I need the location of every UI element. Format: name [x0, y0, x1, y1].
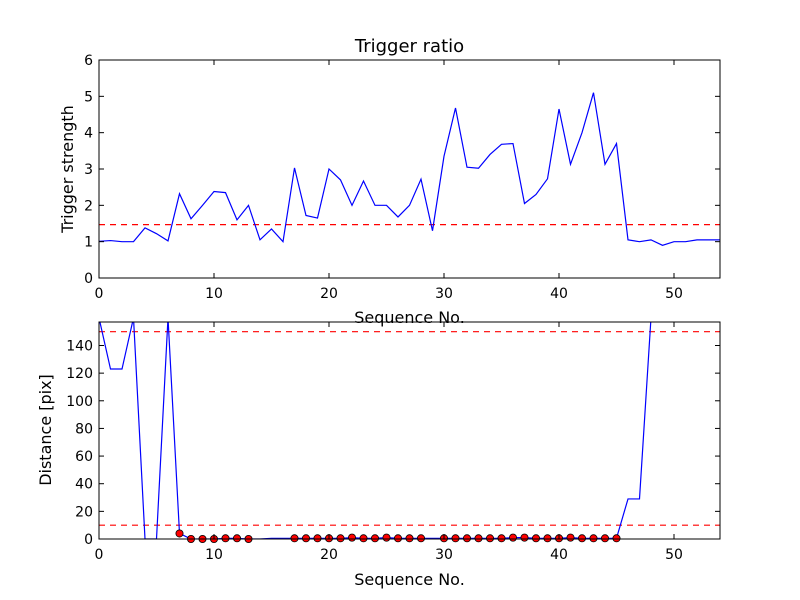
data-point-marker [474, 534, 483, 543]
x-tick-label: 30 [435, 286, 453, 302]
x-axis-label: Sequence No. [354, 570, 465, 589]
data-point-marker [347, 533, 356, 542]
y-tick-label: 5 [84, 89, 93, 105]
data-point-marker [232, 534, 241, 543]
x-tick-label: 0 [95, 286, 104, 302]
data-point-marker [313, 534, 322, 543]
x-tick-label: 50 [665, 286, 683, 302]
data-point-marker [589, 534, 598, 543]
x-tick-label: 10 [205, 286, 223, 302]
data-point-marker [520, 533, 529, 542]
y-tick-label: 40 [75, 477, 93, 493]
data-point-marker [301, 534, 310, 543]
axes-frame [98, 321, 721, 540]
y-tick-label: 3 [84, 162, 93, 178]
data-point-marker [336, 534, 345, 543]
data-point-marker [543, 534, 552, 543]
plot-marks [99, 322, 720, 544]
y-tick-label: 4 [84, 126, 93, 142]
x-tick-label: 20 [320, 286, 338, 302]
y-tick-label: 0 [84, 271, 93, 287]
axis-ticks: 0 10 20 30 40 50 0 1 2 3 4 5 6 [84, 53, 720, 302]
y-tick-label: 80 [75, 421, 93, 437]
x-tick-label: 40 [550, 286, 568, 302]
axis-ticks: 0 10 20 30 40 50 0 20 40 60 80 100 120 140 [66, 322, 720, 563]
axes-frame [98, 59, 721, 279]
x-tick-label: 10 [205, 547, 223, 563]
y-tick-label: 2 [84, 198, 93, 214]
y-tick-label: 6 [84, 53, 93, 69]
y-tick-label: 60 [75, 449, 93, 465]
x-tick-label: 20 [320, 547, 338, 563]
y-tick-label: 0 [84, 532, 93, 548]
y-tick-label: 140 [66, 338, 93, 354]
data-point-marker [566, 533, 575, 542]
y-tick-label: 100 [66, 394, 93, 410]
trigger-ratio-plot: Trigger ratio 0 10 20 30 40 50 0 1 2 3 4 5 6 Sequenc… [58, 36, 721, 327]
data-point-marker [578, 534, 587, 543]
distance-plot: 0 10 20 30 40 50 0 20 40 60 80 100 120 140 Sequence N… [36, 321, 721, 589]
data-point-marker [382, 533, 391, 542]
x-tick-label: 40 [550, 547, 568, 563]
series-line [99, 92, 720, 246]
x-tick-label: 50 [665, 547, 683, 563]
data-point-marker [612, 534, 621, 543]
y-axis-label: Distance [pix] [36, 374, 55, 486]
data-point-marker [290, 534, 299, 543]
data-point-marker [485, 534, 494, 543]
plot-marks [99, 92, 720, 246]
data-point-marker [221, 534, 230, 543]
y-axis-label: Trigger strength [58, 105, 77, 234]
data-point-marker [601, 534, 610, 543]
x-tick-label: 30 [435, 547, 453, 563]
data-point-marker [451, 534, 460, 543]
y-tick-label: 120 [66, 366, 93, 382]
data-point-marker [416, 534, 425, 543]
data-point-marker [405, 534, 414, 543]
x-tick-label: 0 [95, 547, 104, 563]
data-point-marker [175, 529, 184, 538]
chart-title: Trigger ratio [354, 36, 464, 57]
data-point-marker [393, 534, 402, 543]
data-point-marker [497, 534, 506, 543]
series-line [99, 322, 652, 539]
y-tick-label: 20 [75, 504, 93, 520]
data-point-marker [370, 534, 379, 543]
data-point-marker [508, 533, 517, 542]
y-tick-label: 1 [84, 235, 93, 251]
data-point-marker [359, 534, 368, 543]
data-point-marker [532, 534, 541, 543]
data-point-marker [462, 534, 471, 543]
x-axis-label: Sequence No. [354, 308, 465, 327]
